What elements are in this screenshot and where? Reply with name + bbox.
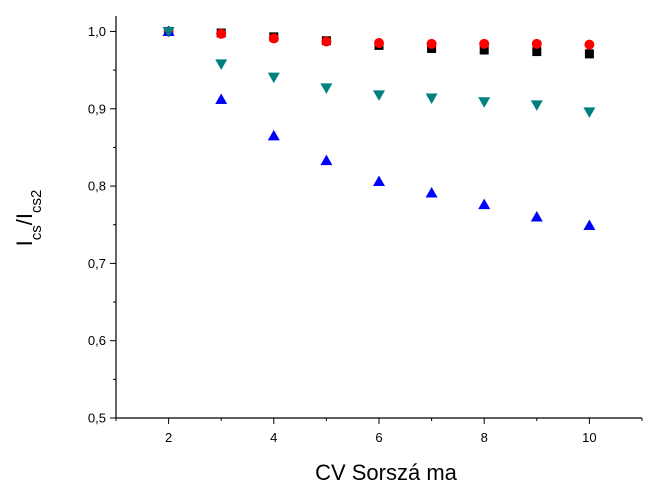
data-point-circle bbox=[426, 38, 437, 49]
chart-marks bbox=[162, 25, 596, 231]
data-point-triangle-down bbox=[530, 100, 543, 111]
data-point-circle bbox=[531, 38, 542, 49]
data-point-triangle-up bbox=[320, 154, 333, 166]
data-point-triangle-down bbox=[373, 90, 385, 101]
series-triangle-up bbox=[162, 25, 596, 231]
chart-ticks: 2 4 6 8 10 0,5 0,6 0,7 0,8 0,9 1,0 bbox=[88, 24, 643, 445]
y-tick-label: 0,8 bbox=[88, 179, 106, 194]
x-tick-label: 10 bbox=[582, 430, 596, 445]
data-point-circle bbox=[268, 33, 279, 44]
y-tick-label: 1,0 bbox=[88, 24, 106, 39]
data-point-circle bbox=[216, 28, 227, 39]
data-point-triangle-down bbox=[478, 97, 491, 108]
data-point-triangle-up bbox=[478, 198, 491, 210]
x-tick-label: 8 bbox=[481, 430, 488, 445]
y-tick-label: 0,6 bbox=[88, 333, 106, 348]
data-point-triangle-up bbox=[425, 187, 438, 198]
data-point-triangle-down bbox=[583, 107, 596, 118]
y-tick-label: 0,9 bbox=[88, 101, 106, 116]
series-circle bbox=[163, 26, 595, 50]
y-tick-label: 0,5 bbox=[88, 411, 106, 426]
data-point-square bbox=[479, 45, 489, 55]
data-point-square bbox=[532, 47, 542, 57]
x-tick-label: 2 bbox=[165, 430, 172, 445]
data-point-triangle-up bbox=[583, 219, 596, 231]
data-point-circle bbox=[374, 38, 384, 49]
data-point-triangle-up bbox=[215, 93, 228, 104]
x-axis-title: CV Sorszá ma bbox=[315, 460, 458, 485]
x-tick-label: 4 bbox=[270, 430, 277, 445]
data-point-triangle-down bbox=[215, 59, 228, 70]
data-point-triangle-up bbox=[373, 175, 385, 186]
data-point-circle bbox=[321, 36, 332, 47]
series-triangle-down bbox=[162, 26, 596, 118]
data-point-circle bbox=[584, 39, 595, 50]
data-point-triangle-down bbox=[425, 93, 438, 104]
data-point-triangle-down bbox=[162, 26, 175, 38]
data-point-triangle-down bbox=[267, 72, 280, 84]
y-tick-label: 0,7 bbox=[88, 256, 106, 271]
chart-axes bbox=[115, 16, 642, 419]
data-point-triangle-up bbox=[530, 211, 543, 222]
data-point-triangle-down bbox=[320, 83, 333, 94]
data-point-square bbox=[584, 49, 594, 59]
data-point-circle bbox=[479, 38, 490, 49]
y-axis-title: Ics/Ics2 bbox=[12, 190, 45, 247]
data-point-triangle-up bbox=[267, 129, 280, 141]
x-tick-label: 6 bbox=[375, 430, 382, 445]
